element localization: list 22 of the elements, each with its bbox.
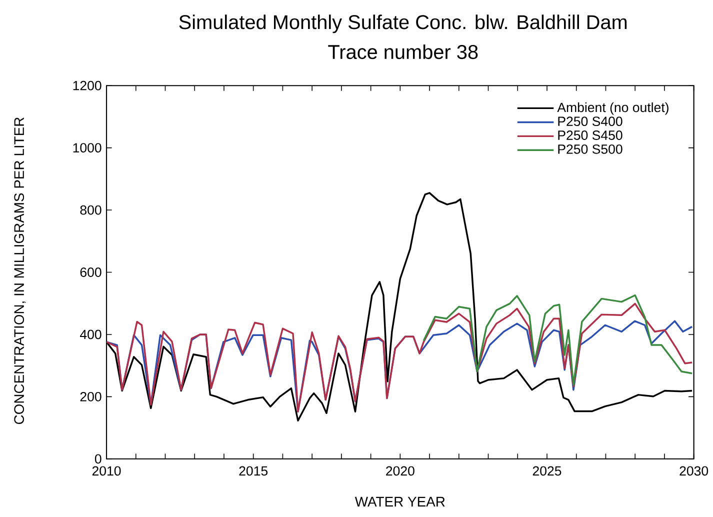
legend-label: Ambient (no outlet): [557, 102, 668, 115]
y-tick-label: 1000: [73, 143, 102, 153]
y-tick-label: 600: [80, 268, 102, 278]
legend-label: P250 S400: [558, 116, 622, 126]
x-tick-label: 2015: [239, 466, 268, 476]
chart-subtitle: Trace number 38: [328, 44, 478, 60]
x-axis-title: WATER YEAR: [354, 497, 445, 507]
legend-label: P250 S450: [558, 130, 622, 140]
x-tick-label: 2025: [532, 466, 562, 476]
x-tick-label: 2010: [92, 466, 121, 476]
chart-title: Simulated Monthly Sulfate Conc. blw. Baldhill Dam: [179, 14, 627, 34]
line-series: [106, 302, 693, 413]
y-tick-label: 400: [80, 330, 102, 340]
legend-label: P250 S500: [558, 144, 622, 154]
y-tick-label: 1200: [73, 81, 102, 90]
x-tick-label: 2020: [386, 466, 414, 476]
y-axis-title: CONCENTRATION, IN MILLIGRAMS PER LITER: [14, 118, 26, 424]
y-tick-label: 800: [80, 206, 102, 215]
y-tick-label: 200: [80, 392, 102, 402]
line-series: [422, 294, 693, 386]
y-tick-label: 0: [94, 454, 102, 464]
x-tick-label: 2030: [680, 466, 708, 476]
